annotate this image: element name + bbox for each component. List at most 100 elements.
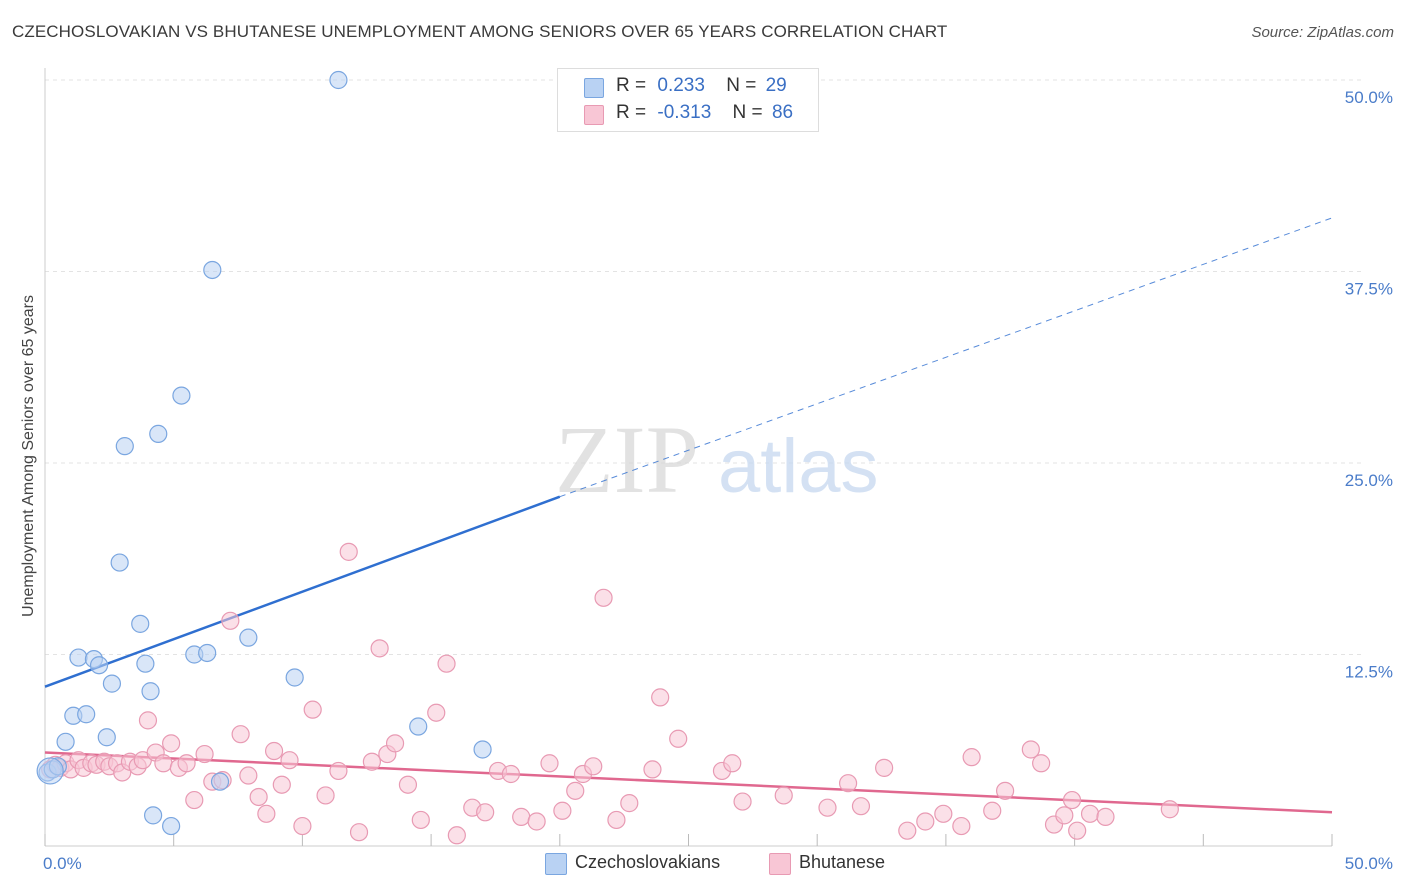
data-point-bhutanese xyxy=(774,786,793,805)
data-point-bhutanese xyxy=(620,794,639,813)
data-point-bhutanese xyxy=(851,797,871,816)
data-point-czechoslovakians xyxy=(115,437,134,456)
data-point-bhutanese xyxy=(257,804,276,823)
bottom-legend-label: Czechoslovakians xyxy=(575,852,721,872)
data-point-bhutanese xyxy=(996,781,1015,800)
data-point-czechoslovakians xyxy=(144,806,163,825)
data-point-bhutanese xyxy=(1021,740,1040,759)
data-point-czechoslovakians xyxy=(203,260,222,280)
y-tick-label: 12.5% xyxy=(1345,663,1393,682)
data-point-czechoslovakians xyxy=(198,643,217,663)
legend-r-label: R = xyxy=(616,75,647,96)
data-point-bhutanese xyxy=(962,748,981,767)
bottom-legend-swatch-pink xyxy=(769,853,791,875)
data-points xyxy=(36,70,1179,845)
data-point-czechoslovakians xyxy=(329,70,348,90)
data-point-czechoslovakians xyxy=(162,816,181,836)
trend-line-czechoslovakians-extension xyxy=(559,217,1333,498)
data-point-bhutanese xyxy=(221,611,240,630)
data-point-bhutanese xyxy=(370,639,389,658)
data-point-bhutanese xyxy=(512,807,531,826)
watermark-zip: ZIP xyxy=(555,406,699,513)
data-point-bhutanese xyxy=(447,826,466,845)
watermark: ZIP atlas xyxy=(555,406,879,513)
legend-n-value: 86 xyxy=(771,102,794,123)
bottom-legend-label: Bhutanese xyxy=(799,852,886,872)
data-point-czechoslovakians xyxy=(239,628,258,647)
y-tick-label: 37.5% xyxy=(1345,280,1393,299)
data-point-czechoslovakians xyxy=(409,717,428,736)
data-point-bhutanese xyxy=(272,775,291,794)
grid-lines xyxy=(45,79,1362,655)
data-point-bhutanese xyxy=(185,790,204,810)
data-point-bhutanese xyxy=(607,810,626,830)
data-point-bhutanese xyxy=(983,801,1002,820)
chart-title: CZECHOSLOVAKIAN VS BHUTANESE UNEMPLOYMEN… xyxy=(12,22,948,41)
data-point-bhutanese xyxy=(264,741,284,761)
data-point-bhutanese xyxy=(1068,821,1087,840)
legend-swatch-blue xyxy=(584,78,604,98)
data-point-bhutanese xyxy=(651,688,670,707)
legend-r-label: R = xyxy=(616,102,647,123)
data-point-bhutanese xyxy=(476,803,495,822)
data-point-bhutanese xyxy=(723,754,742,773)
data-point-bhutanese xyxy=(1055,806,1074,825)
data-point-bhutanese xyxy=(553,801,572,820)
data-point-bhutanese xyxy=(952,816,971,836)
data-point-bhutanese xyxy=(527,812,546,831)
data-point-bhutanese xyxy=(231,725,250,744)
data-point-bhutanese xyxy=(249,787,268,807)
data-point-bhutanese xyxy=(385,734,405,753)
data-point-bhutanese xyxy=(594,588,613,607)
data-point-bhutanese xyxy=(293,816,312,836)
data-point-bhutanese xyxy=(1160,800,1179,819)
data-point-bhutanese xyxy=(643,760,662,779)
data-point-czechoslovakians xyxy=(97,728,116,747)
x-tick-label: 0.0% xyxy=(43,854,82,873)
legend-swatch-pink xyxy=(584,105,604,125)
data-point-bhutanese xyxy=(398,775,418,794)
axes xyxy=(44,68,1333,847)
data-point-czechoslovakians xyxy=(110,553,129,572)
data-point-bhutanese xyxy=(838,774,858,793)
data-point-bhutanese xyxy=(1062,790,1082,810)
data-point-bhutanese xyxy=(339,542,358,561)
data-point-bhutanese xyxy=(875,758,894,777)
legend-r-value: -0.313 xyxy=(657,102,712,123)
data-point-bhutanese xyxy=(195,744,214,764)
data-point-bhutanese xyxy=(566,781,585,800)
data-point-bhutanese xyxy=(177,754,196,773)
legend-n-label: N = xyxy=(726,75,757,96)
y-tick-label: 25.0% xyxy=(1345,471,1393,490)
data-point-bhutanese xyxy=(154,754,173,773)
data-point-bhutanese xyxy=(733,792,752,811)
data-point-bhutanese xyxy=(898,821,917,840)
data-point-bhutanese xyxy=(1080,804,1100,823)
trend-line-bhutanese xyxy=(44,751,1333,814)
data-point-bhutanese xyxy=(280,751,299,770)
data-point-czechoslovakians xyxy=(141,682,160,701)
source-label: Source: ZipAtlas.com xyxy=(1251,24,1394,41)
data-point-bhutanese xyxy=(1096,807,1115,826)
data-point-bhutanese xyxy=(427,703,446,722)
trend-line-czechoslovakians xyxy=(44,495,561,688)
data-point-bhutanese xyxy=(411,810,430,830)
data-point-czechoslovakians xyxy=(473,740,492,759)
data-point-bhutanese xyxy=(437,654,456,673)
data-point-czechoslovakians xyxy=(102,674,122,693)
legend-r-value: 0.233 xyxy=(657,75,705,96)
bottom-legend-swatch-blue xyxy=(545,853,567,875)
watermark-atlas: atlas xyxy=(718,424,879,509)
data-point-czechoslovakians xyxy=(285,668,304,687)
y-tick-label: 50.0% xyxy=(1345,88,1393,107)
data-point-bhutanese xyxy=(540,754,559,773)
legend-n-label: N = xyxy=(732,102,763,123)
data-point-czechoslovakians xyxy=(210,772,230,791)
data-point-czechoslovakians xyxy=(136,654,155,673)
data-point-czechoslovakians xyxy=(131,614,150,633)
data-point-bhutanese xyxy=(362,752,381,771)
data-point-bhutanese xyxy=(303,700,322,719)
data-point-bhutanese xyxy=(669,729,688,748)
data-point-bhutanese xyxy=(934,804,953,823)
